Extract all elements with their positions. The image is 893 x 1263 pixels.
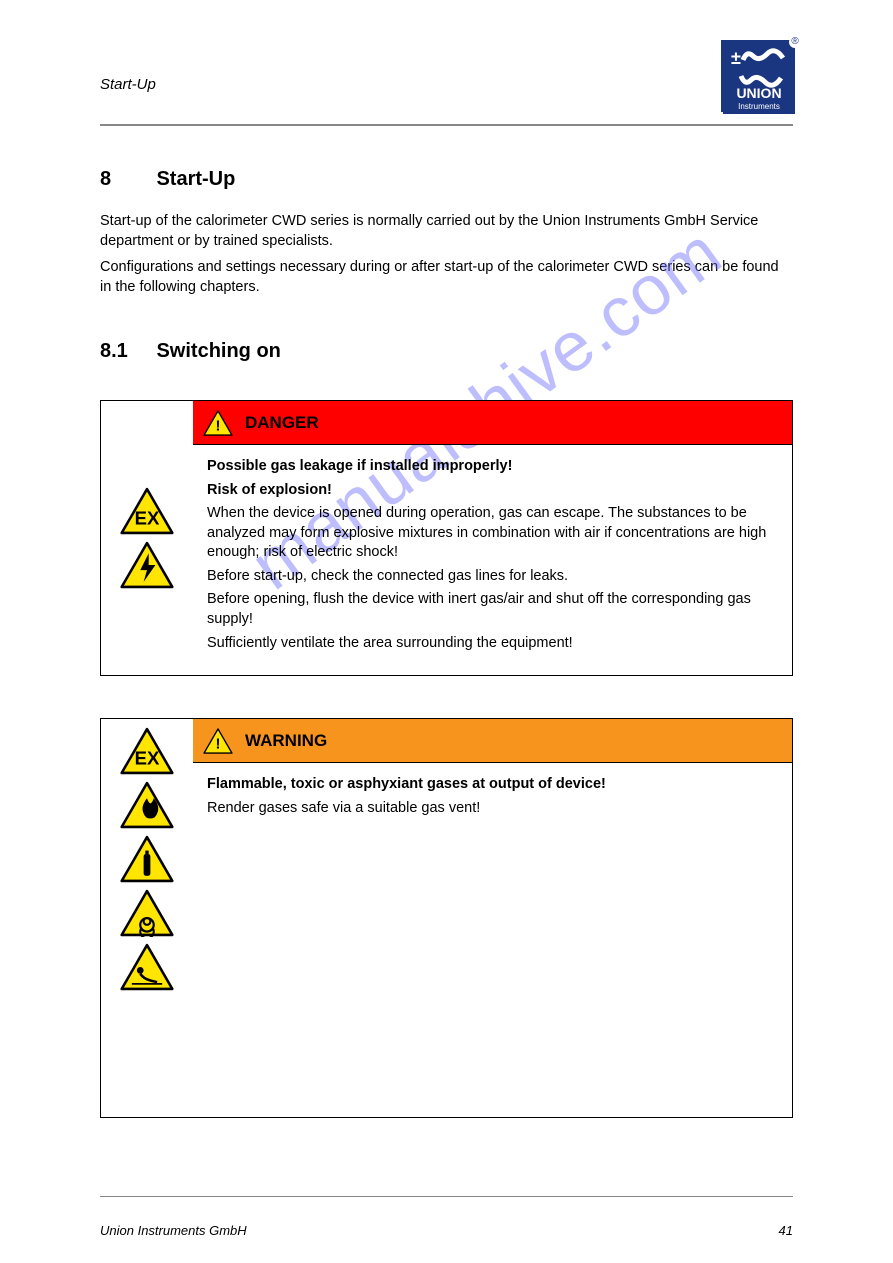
asphyxiation-icon xyxy=(120,943,174,991)
warning-line-2: Render gases safe via a suitable gas ven… xyxy=(207,799,778,819)
footer-right: 41 xyxy=(779,1223,793,1238)
subsection-heading: 8.1 Switching on xyxy=(100,340,793,363)
danger-label: DANGER xyxy=(245,413,319,433)
header-row: Start-Up ± UNION Instruments ® xyxy=(100,40,793,120)
svg-text:UNION: UNION xyxy=(736,85,781,101)
danger-line-3: When the device is opened during operati… xyxy=(207,504,778,563)
intro-paragraph-2: Configurations and settings necessary du… xyxy=(100,258,793,297)
subsection-number: 8.1 xyxy=(100,340,152,363)
warning-line-1: Flammable, toxic or asphyxiant gases at … xyxy=(207,776,606,792)
warning-callout: EX xyxy=(100,718,793,1118)
footer-left: Union Instruments GmbH xyxy=(100,1223,247,1238)
intro-paragraph-1: Start-up of the calorimeter CWD series i… xyxy=(100,212,793,251)
explosion-hazard-icon: EX xyxy=(120,487,174,535)
warning-triangle-icon: ! xyxy=(203,728,233,754)
explosion-hazard-icon: EX xyxy=(120,727,174,775)
danger-icon-column: EX xyxy=(101,401,193,675)
page: Start-Up ± UNION Instruments ® 8 Start-U… xyxy=(0,0,893,1263)
warning-title-bar: ! WARNING xyxy=(193,719,792,763)
flammable-icon xyxy=(120,781,174,829)
section-title: Start-Up xyxy=(156,168,235,191)
gas-cylinder-icon xyxy=(120,835,174,883)
section-number: 8 xyxy=(100,168,152,191)
danger-line-1: Possible gas leakage if installed improp… xyxy=(207,458,512,474)
danger-line-4: Before start-up, check the connected gas… xyxy=(207,567,778,587)
section-heading: 8 Start-Up xyxy=(100,168,793,191)
svg-text:Instruments: Instruments xyxy=(738,102,780,111)
footer-divider xyxy=(100,1196,793,1198)
danger-line-6: Sufficiently ventilate the area surround… xyxy=(207,634,778,654)
danger-line-2: Risk of explosion! xyxy=(207,482,332,498)
biohazard-icon xyxy=(120,889,174,937)
electric-shock-icon xyxy=(120,541,174,589)
warning-triangle-icon: ! xyxy=(203,410,233,436)
svg-text:EX: EX xyxy=(135,748,160,769)
danger-title-bar: ! DANGER xyxy=(193,401,792,445)
danger-line-5: Before opening, flush the device with in… xyxy=(207,590,778,629)
svg-text:!: ! xyxy=(216,736,221,752)
header-divider xyxy=(100,124,793,126)
registered-mark-icon: ® xyxy=(789,36,801,48)
warning-body: Flammable, toxic or asphyxiant gases at … xyxy=(193,763,792,838)
danger-body: Possible gas leakage if installed improp… xyxy=(193,445,792,673)
header-title: Start-Up xyxy=(100,76,156,93)
svg-text:!: ! xyxy=(216,418,221,434)
svg-text:EX: EX xyxy=(135,508,160,529)
warning-icon-column: EX xyxy=(101,719,193,1117)
subsection-title: Switching on xyxy=(156,340,280,363)
warning-label: WARNING xyxy=(245,731,327,751)
danger-callout: EX ! DANGER Possible gas leakage if inst… xyxy=(100,400,793,676)
brand-logo: ± UNION Instruments ® xyxy=(721,40,793,112)
svg-text:±: ± xyxy=(731,48,741,68)
